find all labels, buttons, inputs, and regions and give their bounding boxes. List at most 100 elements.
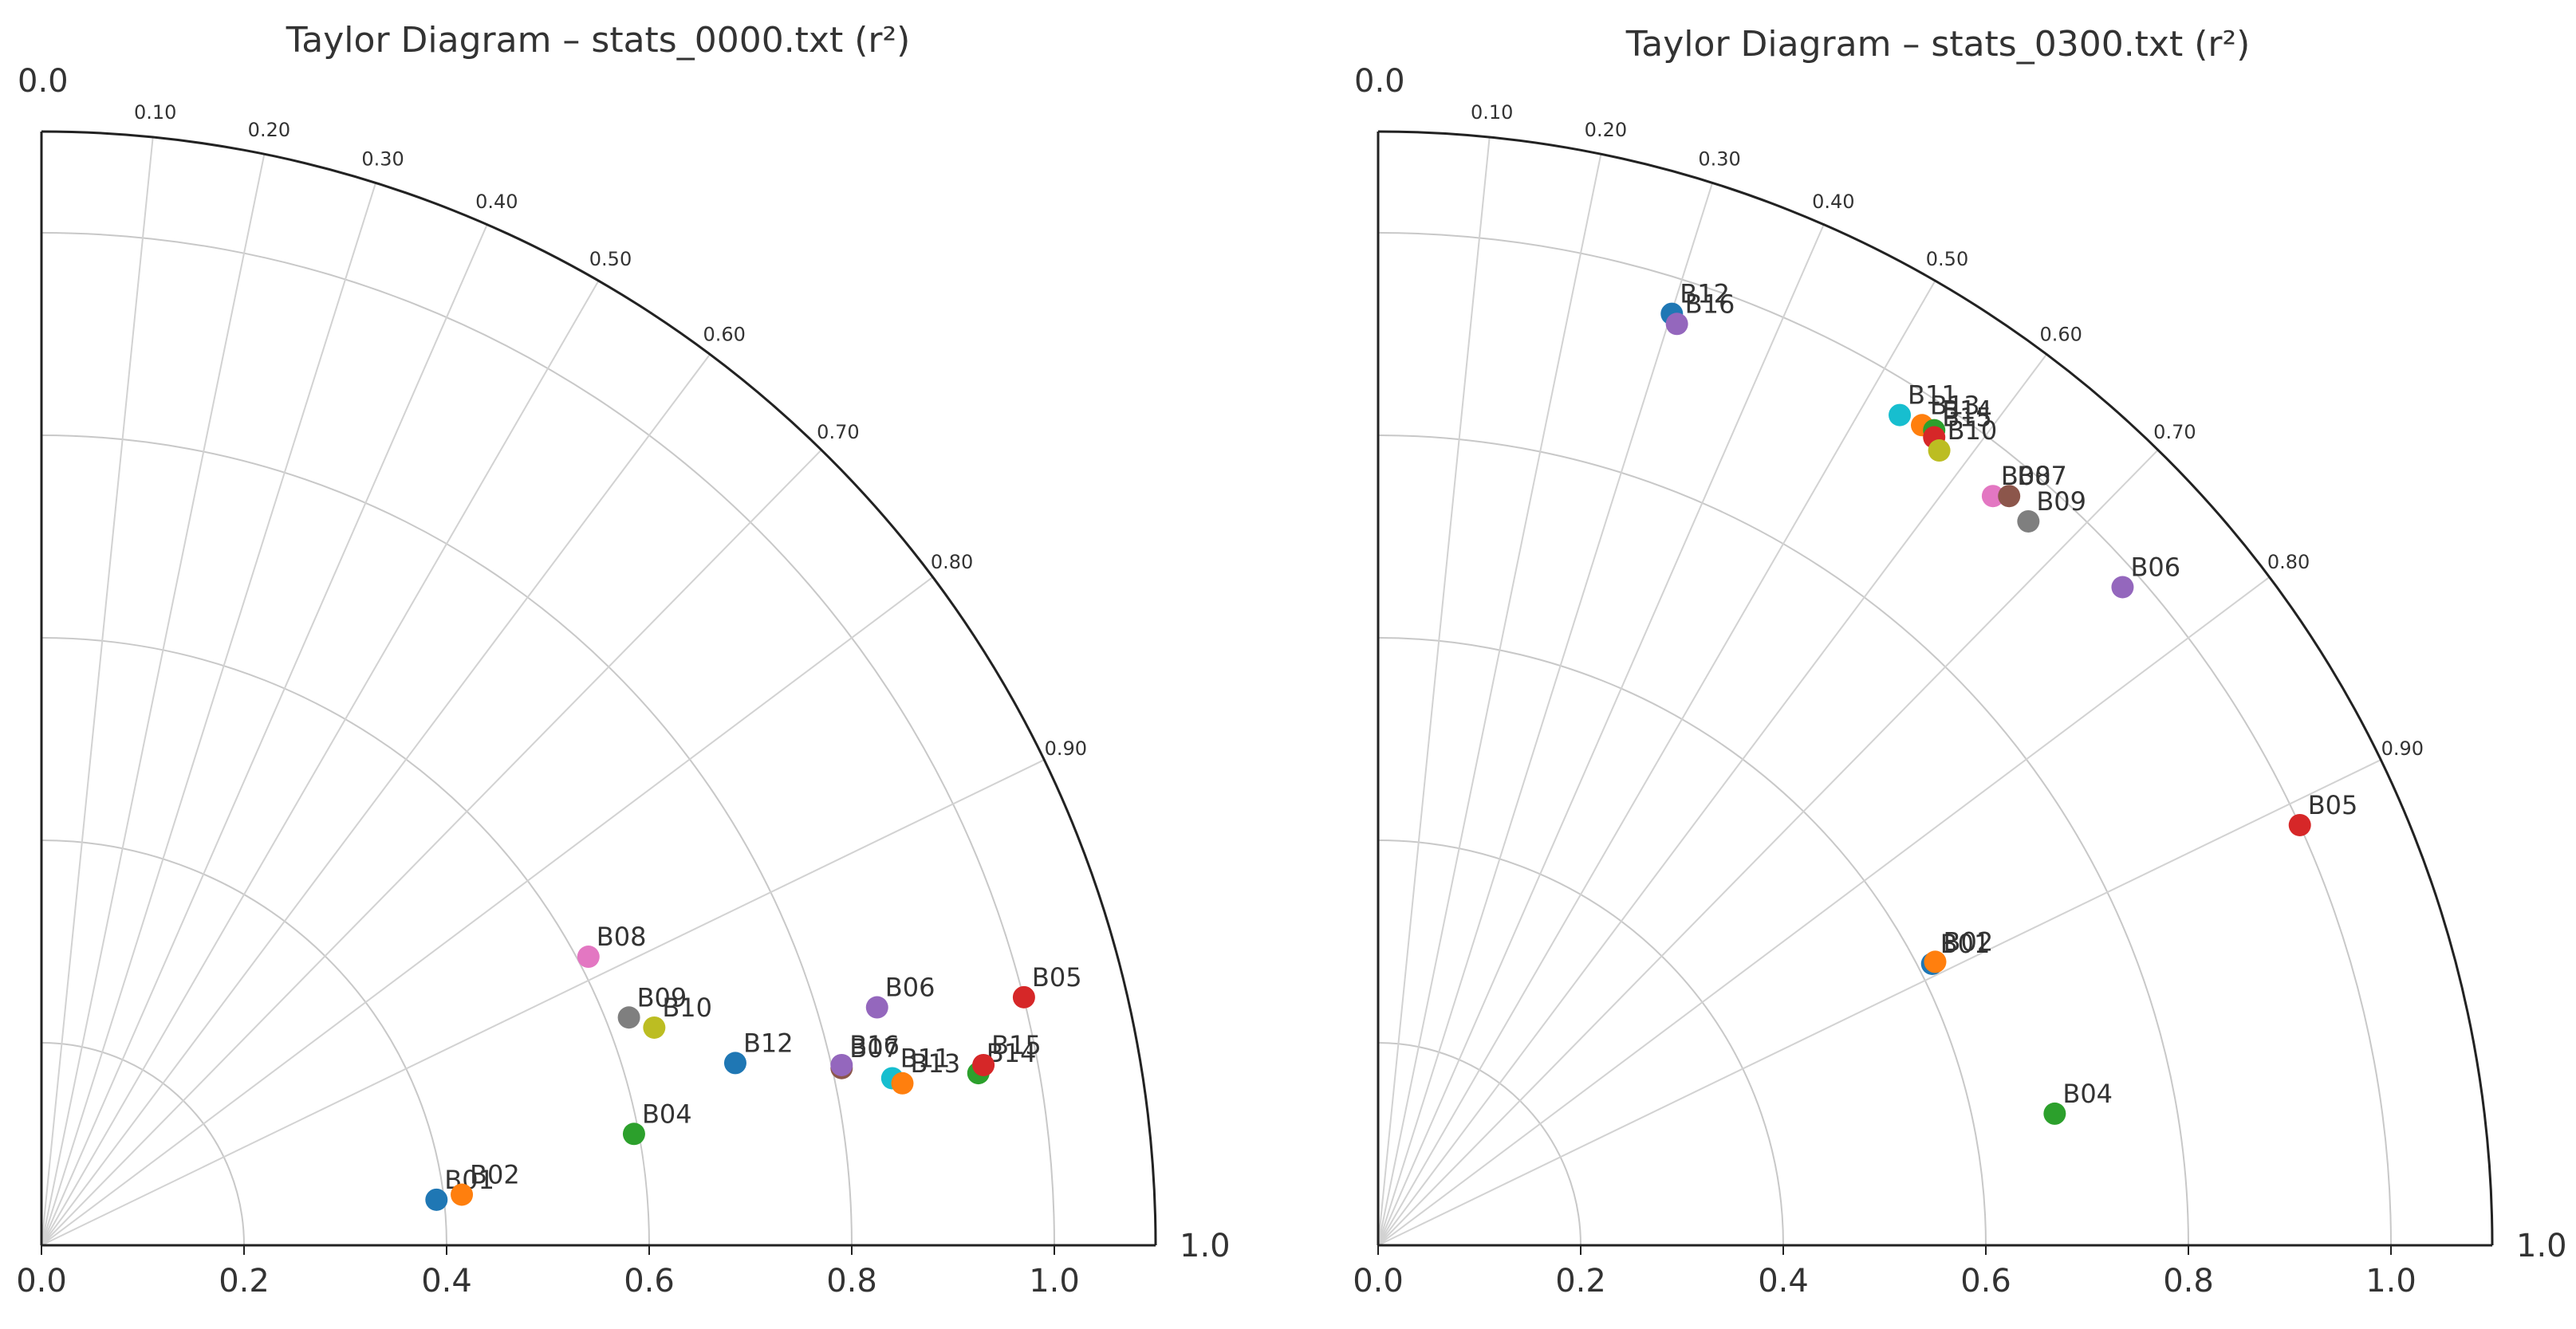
data-point-label: B15 xyxy=(991,1030,1042,1060)
correlation-tick-label: 0.70 xyxy=(2153,421,2196,443)
data-point-label: B14 xyxy=(1942,395,1992,426)
correlation-tick-label: 0.40 xyxy=(1812,191,1854,213)
chart-title: Taylor Diagram – stats_0000.txt (r²) xyxy=(286,20,911,61)
x-tick-label: 0.0 xyxy=(1353,1263,1404,1300)
correlation-spoke xyxy=(1377,224,1825,1246)
data-point-label: B12 xyxy=(743,1028,794,1058)
correlation-tick-label: 0.20 xyxy=(1585,119,1627,141)
correlation-spoke xyxy=(41,280,600,1246)
data-point xyxy=(2288,813,2311,836)
data-point xyxy=(723,1052,746,1075)
corner-label-right: 1.0 xyxy=(2516,1228,2567,1264)
data-point xyxy=(622,1123,645,1146)
correlation-tick-label: 0.10 xyxy=(1471,101,1513,124)
std-circle xyxy=(1377,1042,1581,1246)
correlation-tick-label: 0.60 xyxy=(2039,323,2082,345)
correlation-tick-label: 0.40 xyxy=(475,191,518,213)
correlation-spoke xyxy=(41,154,266,1246)
data-point xyxy=(1889,403,1912,427)
data-point xyxy=(830,1053,853,1076)
std-circle xyxy=(1377,839,1784,1246)
data-point-label: B13 xyxy=(911,1048,961,1079)
data-point xyxy=(451,1183,474,1206)
data-point-label: B06 xyxy=(885,973,935,1003)
x-tick-label: 0.4 xyxy=(421,1263,472,1300)
std-circle xyxy=(1377,434,2189,1246)
std-circle xyxy=(1377,637,1987,1246)
data-point-label: B16 xyxy=(1685,289,1735,319)
data-point xyxy=(972,1053,995,1076)
data-point-label: B05 xyxy=(1032,962,1082,993)
chart-title: Taylor Diagram – stats_0300.txt (r²) xyxy=(1625,24,2251,65)
data-point-label: B10 xyxy=(1948,415,1998,446)
data-point-label: B04 xyxy=(2062,1079,2113,1109)
x-tick-label: 0.6 xyxy=(624,1263,675,1300)
x-tick-label: 0.6 xyxy=(1960,1263,2011,1300)
x-tick-label: 1.0 xyxy=(2365,1263,2416,1300)
correlation-spoke xyxy=(41,759,1045,1246)
data-point-label: B01 xyxy=(1940,929,1991,959)
correlation-tick-label: 0.10 xyxy=(134,101,176,124)
std-circle xyxy=(41,839,447,1246)
x-tick-label: 0.8 xyxy=(2163,1263,2214,1300)
data-point xyxy=(577,946,600,969)
x-tick-label: 0.2 xyxy=(1555,1263,1606,1300)
correlation-spoke xyxy=(41,449,822,1246)
correlation-spoke xyxy=(1377,136,1491,1246)
correlation-tick-label: 0.90 xyxy=(2381,737,2424,760)
data-point xyxy=(1924,950,1947,973)
corner-label-top: 0.0 xyxy=(1354,63,1405,100)
data-point-label: B09 xyxy=(637,982,687,1012)
data-point xyxy=(425,1188,448,1211)
data-point-label: B02 xyxy=(470,1160,520,1190)
data-point-label: B10 xyxy=(662,993,712,1023)
outer-arc xyxy=(41,130,1157,1246)
correlation-spoke xyxy=(41,353,711,1246)
data-point xyxy=(1998,485,2021,508)
correlation-tick-label: 0.90 xyxy=(1045,737,1087,760)
x-tick-label: 0.2 xyxy=(219,1263,270,1300)
taylor-panel-left: Taylor Diagram – stats_0000.txt (r²) 0.10… xyxy=(16,20,1230,1300)
data-point-label: B13 xyxy=(1930,390,1980,420)
data-point xyxy=(2017,509,2040,533)
data-point xyxy=(1012,985,1035,1009)
data-point-label: B16 xyxy=(849,1030,900,1060)
correlation-tick-label: 0.50 xyxy=(589,248,632,270)
correlation-spoke xyxy=(1377,576,2271,1246)
data-point xyxy=(643,1016,666,1039)
data-point xyxy=(891,1071,914,1095)
correlation-spoke xyxy=(41,224,488,1246)
std-circle xyxy=(41,1042,245,1246)
std-circle xyxy=(1377,232,2392,1246)
data-point xyxy=(1665,313,1688,336)
std-circle xyxy=(41,434,853,1246)
x-tick-label: 0.8 xyxy=(826,1263,877,1300)
correlation-tick-label: 0.70 xyxy=(817,421,859,443)
corner-label-right: 1.0 xyxy=(1180,1228,1231,1264)
data-point xyxy=(617,1006,640,1029)
data-point-label: B06 xyxy=(2130,552,2180,583)
data-point-label: B04 xyxy=(642,1099,692,1129)
correlation-tick-label: 0.80 xyxy=(2267,551,2310,573)
data-point-label: B02 xyxy=(1944,926,1994,957)
correlation-spoke xyxy=(1377,154,1602,1246)
correlation-tick-label: 0.30 xyxy=(1698,148,1740,171)
data-point-label: B08 xyxy=(597,922,647,952)
x-tick-label: 0.4 xyxy=(1758,1263,1809,1300)
data-point-label: B05 xyxy=(2308,790,2358,820)
data-point-label: B11 xyxy=(1908,380,1958,411)
data-point xyxy=(2111,576,2134,599)
data-point xyxy=(1981,485,2004,508)
correlation-tick-label: 0.30 xyxy=(361,148,404,171)
data-point-label: B12 xyxy=(1680,279,1730,309)
corner-label-top: 0.0 xyxy=(18,63,69,100)
correlation-spoke xyxy=(41,576,934,1246)
std-circle xyxy=(41,637,650,1246)
data-point-label: B07 xyxy=(2017,461,2067,491)
data-point-label: B14 xyxy=(987,1038,1037,1068)
correlation-tick-label: 0.60 xyxy=(703,323,745,345)
correlation-spoke xyxy=(1377,353,2047,1246)
correlation-spoke xyxy=(41,183,377,1246)
correlation-tick-label: 0.80 xyxy=(931,551,973,573)
